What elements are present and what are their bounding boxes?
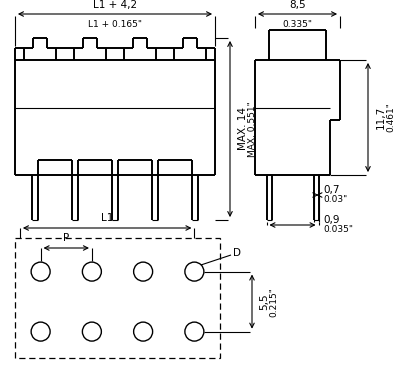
Text: 11,7: 11,7 — [376, 106, 386, 129]
Text: 0.03": 0.03" — [324, 196, 348, 204]
Text: L1 + 4,2: L1 + 4,2 — [93, 0, 137, 10]
Text: MAX. 0.551": MAX. 0.551" — [248, 101, 257, 157]
Text: D: D — [233, 248, 241, 258]
Text: 0.335": 0.335" — [282, 20, 312, 29]
Text: 0.215": 0.215" — [269, 287, 278, 316]
Text: P: P — [63, 233, 69, 243]
Bar — [15, 238, 220, 358]
Text: L1 + 0.165": L1 + 0.165" — [88, 20, 142, 29]
Text: 0,7: 0,7 — [324, 185, 340, 195]
Text: L1: L1 — [101, 213, 113, 223]
Text: 0,9: 0,9 — [324, 215, 340, 225]
Text: MAX. 14: MAX. 14 — [238, 108, 248, 151]
Text: 0.035": 0.035" — [324, 226, 354, 234]
Text: 8,5: 8,5 — [289, 0, 306, 10]
Text: 5,5: 5,5 — [259, 293, 269, 310]
Text: 0.461": 0.461" — [386, 102, 395, 132]
